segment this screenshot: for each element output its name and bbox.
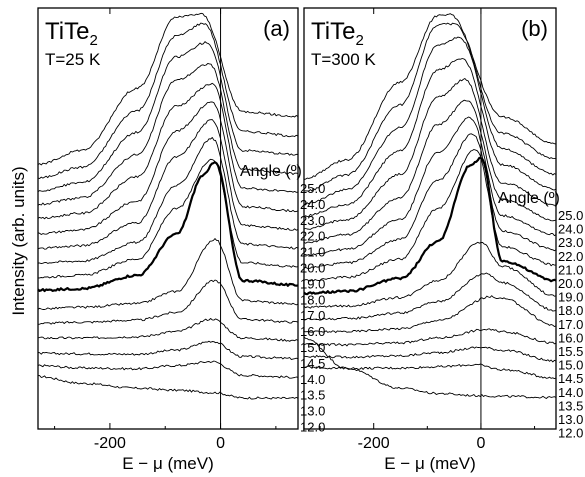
angle-heading: Angle (º) [498,190,560,207]
spectrum-23-0 [37,41,299,192]
spectrum-19-0 [304,116,557,256]
spectrum-14-0 [37,318,299,342]
spectrum-15-5 [303,241,557,309]
spectrum-21-0 [37,82,299,220]
spectrum-16-0 [303,156,557,296]
angle-label: 12.0 [300,420,325,435]
angle-label: 20.0 [558,276,583,291]
spectrum-19-0 [37,119,299,250]
spectrum-21-0 [303,78,557,230]
panel-label: (b) [521,16,548,41]
x-tick-label: -200 [94,435,126,452]
x-tick-label: 0 [476,435,485,452]
spectrum-14-5 [37,279,299,325]
spectrum-14-0 [303,328,557,347]
spectrum-25-0 [303,13,557,181]
angle-label: 14.0 [558,385,583,400]
spectrum-16-0 [37,161,299,293]
sample-label: TiTe2 [311,18,364,49]
spectrum-13-0 [303,363,557,380]
angle-label: 24.0 [558,222,583,237]
x-tick-label: -200 [358,435,390,452]
spectrum-14-5 [303,295,557,334]
plot-frame [303,7,557,430]
angle-label: 21.0 [558,262,583,277]
spectrum-13-5 [303,346,557,363]
angle-label: 17.0 [558,317,583,332]
x-axis-label: E − μ (meV) [384,454,476,473]
spectrum-23-0 [303,36,557,206]
spectrum-13-0 [37,360,299,379]
spectrum-17-0 [303,149,556,282]
y-axis-label: Intensity (arb. units) [9,166,28,315]
spectrum-18-0 [303,133,557,270]
angle-label: 14.0 [300,372,325,387]
angle-label: 15.5 [558,344,583,359]
x-tick-label: 0 [216,435,225,452]
spectrum-20-0 [37,101,299,235]
x-axis-label: E − μ (meV) [122,454,214,473]
spectrum-15-0 [303,272,557,321]
panel-b: -200 0E − μ (meV)25.024.023.022.021.020.0… [303,7,583,473]
angle-label: 18.0 [300,292,325,307]
angle-label: 22.0 [558,249,583,264]
spectrum-25-0 [37,12,299,166]
angle-label: 25.0 [558,208,583,223]
angle-label: 13.5 [300,388,325,403]
angle-label: 20.0 [300,261,325,276]
angle-label: 13.0 [558,412,583,427]
angle-label: 15.0 [558,358,583,373]
spectrum-12-0 [38,375,299,400]
spectrum-20-0 [303,99,557,244]
spectrum-13-5 [37,340,299,360]
angle-label: 25.0 [300,181,325,196]
spectrum-24-0 [303,22,556,192]
angle-label: 12.0 [558,426,583,441]
plot-frame [37,7,299,430]
spectrum-17-0 [37,158,299,279]
angle-heading: Angle (º) [240,163,302,180]
angle-label: 13.0 [300,404,325,419]
spectrum-22-0 [37,62,299,206]
spectrum-24-0 [37,22,299,179]
temperature-label: T=25 K [45,50,101,69]
panel-label: (a) [263,16,290,41]
angle-label: 23.0 [558,235,583,250]
angle-label: 14.5 [558,371,583,386]
spectrum-15-0 [37,238,299,310]
angle-label: 19.0 [558,290,583,305]
sample-label: TiTe2 [45,18,98,49]
temperature-label: T=300 K [311,50,376,69]
angle-label: 16.0 [300,324,325,339]
spectrum-22-0 [303,58,557,218]
spectrum-18-0 [37,137,299,265]
angle-label: 21.0 [300,245,325,260]
angle-label: 13.5 [558,398,583,413]
angle-label: 16.0 [558,330,583,345]
angle-label: 18.0 [558,303,583,318]
panel-a: -200 0E − μ (meV)25.024.023.022.021.020.0… [37,7,325,473]
